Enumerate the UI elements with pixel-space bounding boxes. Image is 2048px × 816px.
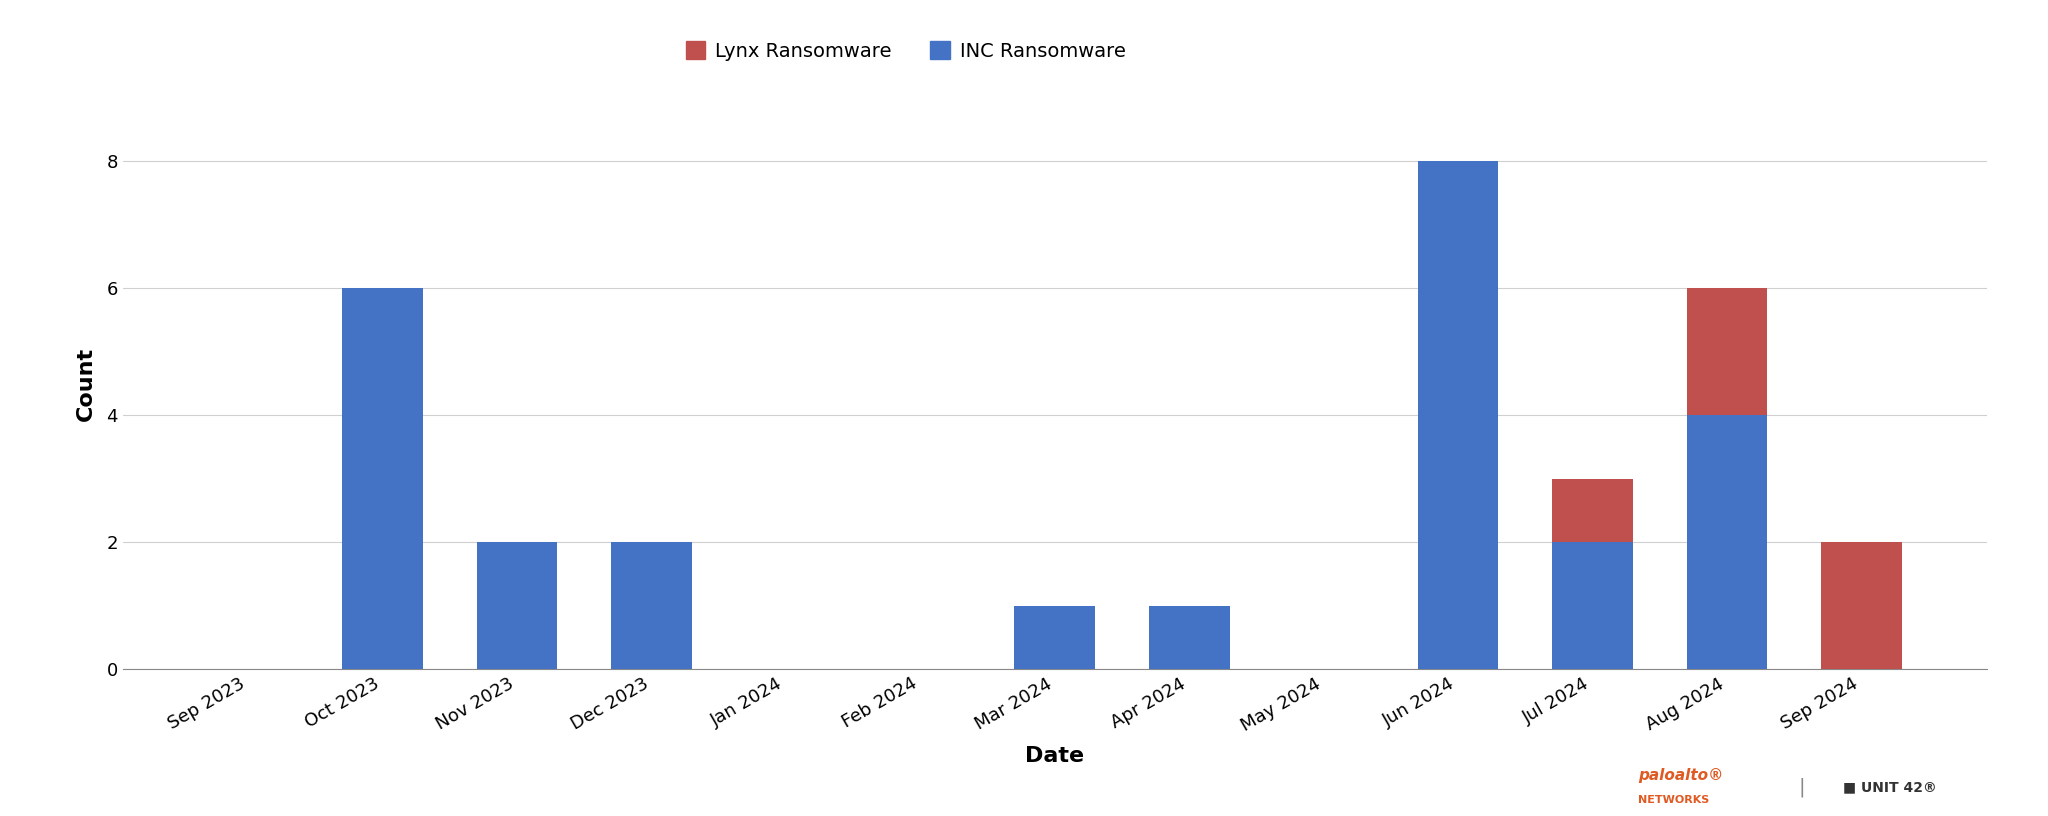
Y-axis label: Count: Count: [76, 347, 96, 420]
Bar: [1014, 605, 1096, 669]
Bar: [1552, 479, 1632, 542]
Text: paloalto®: paloalto®: [1638, 768, 1724, 783]
Text: |: |: [1798, 778, 1806, 797]
Bar: [1821, 542, 1903, 669]
Bar: [610, 542, 692, 669]
Bar: [1688, 288, 1767, 415]
Bar: [342, 288, 422, 669]
Bar: [1417, 162, 1499, 669]
Legend: Lynx Ransomware, INC Ransomware: Lynx Ransomware, INC Ransomware: [678, 33, 1133, 69]
Bar: [1149, 605, 1229, 669]
Bar: [1688, 415, 1767, 669]
X-axis label: Date: Date: [1026, 746, 1083, 765]
Text: ■ UNIT 42®: ■ UNIT 42®: [1843, 780, 1937, 795]
Bar: [477, 542, 557, 669]
Bar: [1552, 542, 1632, 669]
Text: NETWORKS: NETWORKS: [1638, 795, 1710, 805]
